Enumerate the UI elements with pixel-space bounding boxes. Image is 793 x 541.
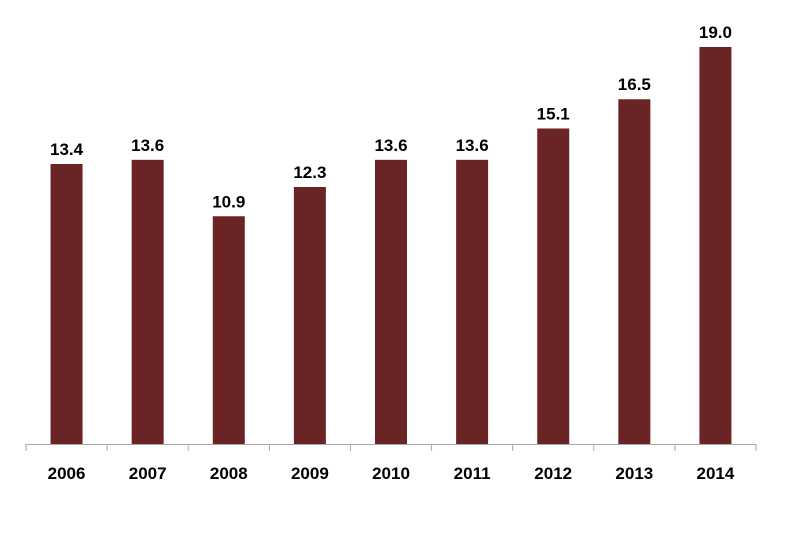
bar-2013 <box>618 99 651 445</box>
bar-2010 <box>375 159 407 444</box>
data-label-2008: 10.9 <box>212 192 245 211</box>
bar-2012 <box>537 128 570 445</box>
x-tick-label-2008: 2008 <box>210 464 248 483</box>
x-tick-label-2014: 2014 <box>697 464 735 483</box>
data-label-2009: 12.3 <box>293 163 326 182</box>
x-tick-label-2011: 2011 <box>454 464 491 483</box>
bar-2014 <box>699 47 732 444</box>
data-label-2014: 19.0 <box>699 23 732 42</box>
data-label-2011: 13.6 <box>456 136 489 155</box>
x-tick-label-2006: 2006 <box>48 464 86 483</box>
data-label-2007: 13.6 <box>131 136 164 155</box>
x-tick-label-2013: 2013 <box>615 464 653 483</box>
data-label-2006: 13.4 <box>50 140 84 159</box>
x-tick-label-2012: 2012 <box>534 464 572 483</box>
bars-layer <box>50 47 732 445</box>
x-tick-label-2010: 2010 <box>372 464 410 483</box>
data-label-2013: 16.5 <box>618 75 651 94</box>
bar-2008 <box>212 216 245 444</box>
bar-2009 <box>293 186 326 445</box>
data-label-2010: 13.6 <box>374 136 407 155</box>
x-tick-label-2007: 2007 <box>129 464 167 483</box>
x-axis <box>25 444 757 451</box>
bar-2011 <box>456 159 489 444</box>
data-label-2012: 15.1 <box>537 104 570 123</box>
bar-2006 <box>50 164 83 444</box>
x-tick-label-2009: 2009 <box>291 464 329 483</box>
data-labels-layer: 13.4 13.6 10.9 12.3 13.6 13.6 15.1 16.5 19.0 <box>50 23 732 211</box>
bar-2007 <box>131 159 164 444</box>
x-tick-labels-layer: 2006 2007 2008 2009 2010 2011 2012 2013 2014 <box>48 464 735 483</box>
